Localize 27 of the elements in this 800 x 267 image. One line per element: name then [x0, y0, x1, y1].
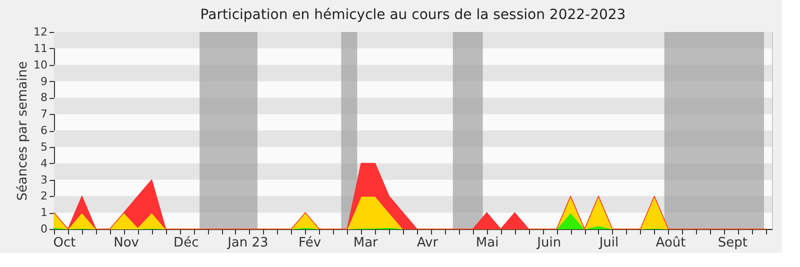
y-tick-label: 10 — [34, 58, 48, 72]
y-tick-label: 7 — [40, 108, 48, 121]
x-tick-label: Oct — [53, 236, 76, 250]
y-tick-label: 3 — [40, 173, 48, 186]
y-tick-label: 8 — [40, 91, 48, 104]
x-tick-label: Sept — [718, 236, 748, 250]
x-tick-label: Mai — [476, 236, 499, 250]
y-tick-label: 6 — [40, 124, 48, 137]
x-tick-label: Mar — [353, 236, 379, 250]
y-tick-label: 0 — [40, 222, 48, 236]
y-axis-title: Séances par semaine — [16, 61, 31, 201]
y-tick-label: 4 — [40, 156, 48, 170]
x-tick-label: Août — [656, 236, 686, 250]
x-tick-label: Juil — [598, 236, 619, 250]
y-tick-label: 2 — [40, 190, 48, 203]
x-tick-label: Jan 23 — [226, 236, 268, 250]
y-tick-label: 9 — [40, 74, 48, 88]
y-tick-label: 1 — [40, 206, 48, 220]
y-tick-label: 12 — [34, 26, 48, 38]
x-tick-label: Juin — [536, 236, 562, 250]
x-tick-label: Avr — [416, 236, 439, 250]
chart-title: Participation en hémicycle au cours de la session 2022-2023 — [200, 7, 626, 23]
x-tick-label: Fév — [298, 236, 322, 250]
x-tick-label: Déc — [174, 236, 199, 250]
x-tick-label: Nov — [114, 236, 140, 250]
y-tick-label: 11 — [34, 42, 48, 55]
y-tick-label: 5 — [40, 140, 48, 154]
